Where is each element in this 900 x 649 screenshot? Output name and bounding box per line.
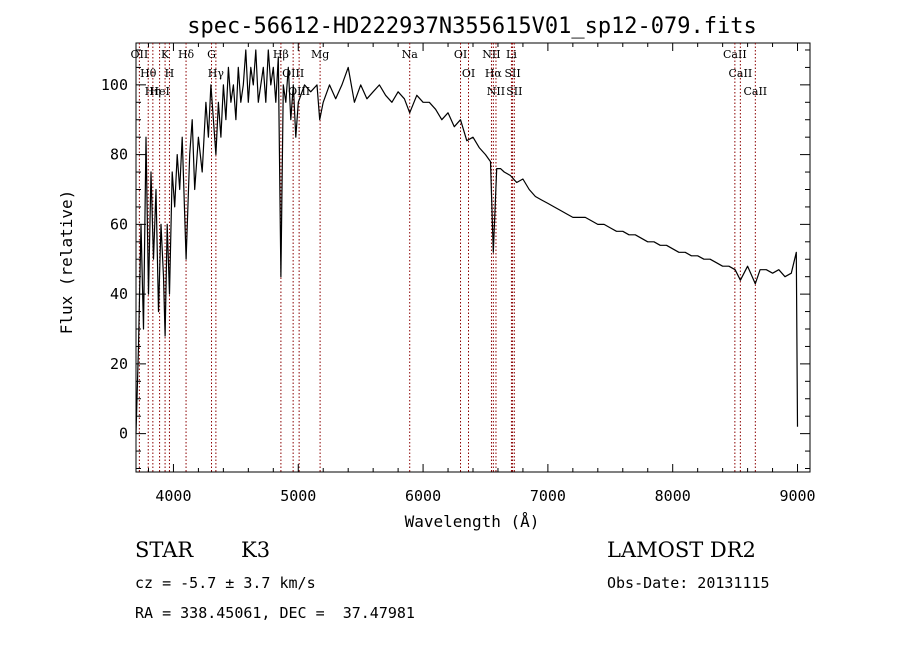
y-tick-label: 20	[110, 355, 128, 373]
line-label-3: Hη	[145, 85, 161, 98]
line-label-15: OI	[462, 67, 475, 80]
y-tick-label: 80	[110, 146, 128, 164]
line-label-1: OII	[131, 48, 149, 61]
survey-name: LAMOST DR2	[607, 538, 756, 562]
x-tick-label: 6000	[405, 487, 441, 505]
x-axis-label: Wavelength (Å)	[405, 512, 540, 531]
line-label-7: G	[207, 48, 216, 61]
coordinates: RA = 338.45061, DEC = 37.47981	[135, 604, 415, 622]
obs-date: Obs-Date: 20131115	[607, 574, 770, 592]
y-tick-label: 0	[119, 425, 128, 443]
x-tick-label: 5000	[280, 487, 316, 505]
object-class: STAR	[135, 538, 194, 562]
line-label-10: OIII	[282, 67, 304, 80]
line-label-22: CaII	[723, 48, 747, 61]
y-tick-label: 100	[101, 76, 128, 94]
line-label-14: OI	[454, 48, 467, 61]
line-label-12: Mg	[311, 48, 329, 61]
line-label-20: SII	[504, 67, 520, 80]
line-label-5: H	[165, 67, 175, 80]
line-label-17: NII	[487, 85, 505, 98]
plot-frame	[135, 42, 811, 473]
x-tick-label: 4000	[155, 487, 191, 505]
line-label-2: HeI	[149, 85, 169, 98]
line-label-8: Hγ	[208, 67, 225, 80]
x-tick-label: 9000	[779, 487, 815, 505]
line-label-23: CaII	[729, 67, 753, 80]
object-subclass: K3	[241, 538, 271, 562]
y-tick-label: 60	[110, 215, 128, 233]
line-label-18: Hα	[485, 67, 503, 80]
line-label-6: Hδ	[178, 48, 195, 61]
line-label-0: Hθ	[140, 67, 157, 80]
line-label-24: CaII	[743, 85, 767, 98]
line-label-9: Hβ	[273, 48, 289, 61]
line-label-21: SII	[506, 85, 522, 98]
y-axis-label: Flux (relative)	[57, 190, 76, 335]
x-tick-label: 8000	[655, 487, 691, 505]
line-label-16: NII	[482, 48, 500, 61]
chart-title: spec-56612-HD222937N355615V01_sp12-079.f…	[187, 14, 757, 39]
y-tick-label: 40	[110, 285, 128, 303]
redshift-cz: cz = -5.7 ± 3.7 km/s	[135, 574, 316, 592]
line-label-4: K	[161, 48, 170, 61]
line-label-13: Na	[402, 48, 419, 61]
x-tick-label: 7000	[530, 487, 566, 505]
line-label-19: Li	[506, 48, 517, 61]
spectrum-chart: spec-56612-HD222937N355615V01_sp12-079.f…	[57, 14, 816, 531]
spectrum-line	[135, 49, 799, 434]
